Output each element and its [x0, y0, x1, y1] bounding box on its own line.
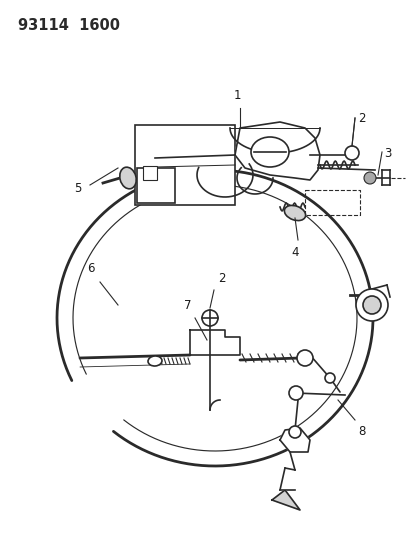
Text: 5: 5	[74, 182, 82, 195]
Text: 8: 8	[357, 425, 365, 438]
Ellipse shape	[284, 205, 305, 221]
Ellipse shape	[250, 137, 288, 167]
Text: 3: 3	[383, 147, 390, 160]
Bar	[142, 166, 157, 180]
Text: 2: 2	[357, 112, 365, 125]
Circle shape	[344, 146, 358, 160]
Polygon shape	[279, 428, 309, 452]
Bar	[137, 168, 175, 203]
Ellipse shape	[148, 356, 161, 366]
Circle shape	[202, 310, 218, 326]
Circle shape	[288, 426, 300, 438]
Ellipse shape	[119, 167, 136, 189]
Text: 2: 2	[218, 272, 225, 285]
Text: 7: 7	[184, 299, 192, 312]
Circle shape	[363, 172, 375, 184]
Circle shape	[355, 289, 387, 321]
Circle shape	[288, 386, 302, 400]
Polygon shape	[190, 330, 240, 355]
Polygon shape	[235, 122, 319, 180]
Bar	[135, 125, 235, 205]
Text: 1: 1	[233, 89, 240, 102]
Text: 6: 6	[87, 262, 95, 275]
Text: 4: 4	[291, 246, 298, 259]
Circle shape	[324, 373, 334, 383]
Circle shape	[362, 296, 380, 314]
Circle shape	[296, 350, 312, 366]
Polygon shape	[271, 490, 299, 510]
Text: 93114  1600: 93114 1600	[18, 18, 120, 33]
